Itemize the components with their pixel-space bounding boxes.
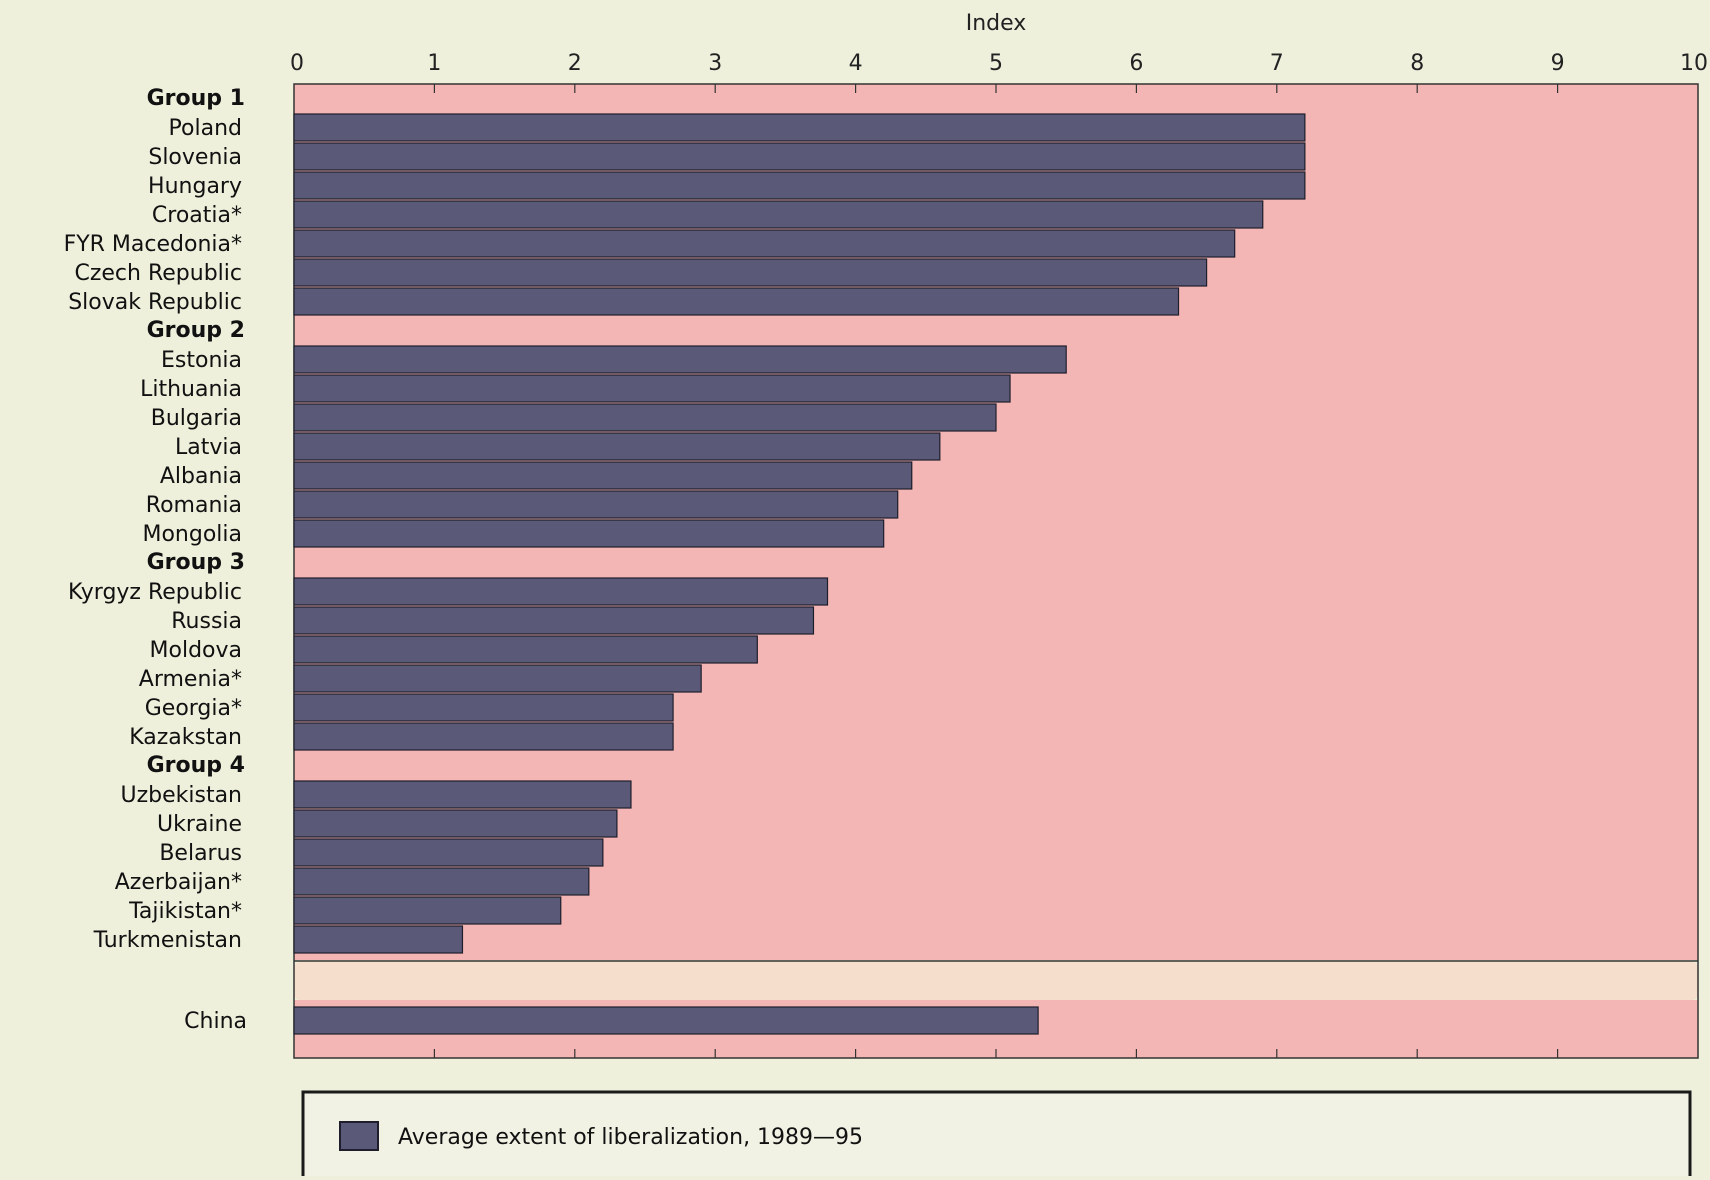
category-label-tajikistan: Tajikistan* [128,899,242,924]
bar-hungary [293,171,1306,200]
bar-uzbekistan [293,780,632,809]
bar-poland [293,113,1306,142]
bar-armenia [293,664,702,693]
category-label-china: China [184,1009,247,1034]
legend-swatch [339,1121,379,1151]
bar-moldova [293,635,758,664]
category-label-fyr-macedonia: FYR Macedonia* [64,232,242,257]
bar-kyrgyz-republic [293,577,829,606]
bar-tajikistan [293,896,562,925]
category-label-russia: Russia [171,609,242,634]
bars-layer [293,113,1306,1035]
bar-russia [293,606,815,635]
bar-china [293,1006,1039,1035]
group-header-group-2: Group 2 [147,318,245,343]
category-label-azerbaijan: Azerbaijan* [115,870,242,895]
x-tick-label: 7 [1270,51,1284,76]
group-header-group-1: Group 1 [147,86,245,111]
x-tick-label: 1 [427,51,441,76]
bar-lithuania [293,374,1011,403]
category-label-lithuania: Lithuania [140,377,242,402]
bar-romania [293,490,899,519]
x-tick-label: 2 [568,51,582,76]
bar-ukraine [293,809,618,838]
category-label-armenia: Armenia* [139,667,242,692]
axis-layer: Index 0 1 2 3 4 5 6 7 8 9 10 [290,11,1708,1058]
category-label-georgia: Georgia* [145,696,242,721]
x-tick-label: 5 [989,51,1003,76]
x-tick-label: 9 [1551,51,1565,76]
category-label-czech-republic: Czech Republic [74,261,242,286]
category-label-croatia: Croatia* [152,203,242,228]
bar-czech-republic [293,258,1208,287]
category-label-kazakstan: Kazakstan [129,725,242,750]
category-label-kyrgyz-republic: Kyrgyz Republic [68,580,242,605]
category-label-albania: Albania [160,464,242,489]
bar-fyr-macedonia [293,229,1236,258]
category-label-estonia: Estonia [161,348,242,373]
category-label-bulgaria: Bulgaria [151,406,242,431]
x-tick-label: 3 [708,51,722,76]
x-tick-label: 8 [1410,51,1424,76]
category-label-poland: Poland [169,116,242,141]
bar-albania [293,461,913,490]
bar-azerbaijan [293,867,590,896]
legend-layer: Average extent of liberalization, 1989—9… [301,1090,1692,1176]
legend-label: Average extent of liberalization, 1989—9… [398,1125,863,1150]
separator-band [294,962,1698,1000]
category-label-latvia: Latvia [175,435,242,460]
x-tick-label: 0 [290,51,304,76]
bar-belarus [293,838,604,867]
bar-georgia [293,693,674,722]
category-label-turkmenistan: Turkmenistan [93,928,242,953]
bar-turkmenistan [293,925,464,954]
category-label-romania: Romania [146,493,242,518]
bar-mongolia [293,519,885,548]
bar-estonia [293,345,1067,374]
group-header-group-3: Group 3 [147,550,245,575]
category-label-belarus: Belarus [159,841,242,866]
category-label-uzbekistan: Uzbekistan [120,783,242,808]
category-label-slovenia: Slovenia [148,145,242,170]
bar-bulgaria [293,403,997,432]
bar-croatia [293,200,1264,229]
bar-kazakstan [293,722,674,751]
legend-box [301,1090,1692,1176]
category-label-slovak-republic: Slovak Republic [68,290,242,315]
x-tick-label: 10 [1680,51,1708,76]
bar-slovak-republic [293,287,1180,316]
category-label-moldova: Moldova [150,638,242,663]
category-labels-layer: Group 1 Poland Slovenia Hungary Croatia* FYR … [64,86,247,1034]
x-tick-label: 4 [849,51,863,76]
category-label-hungary: Hungary [148,174,242,199]
x-axis-title: Index [966,11,1027,36]
bar-slovenia [293,142,1306,171]
x-tick-label: 6 [1129,51,1143,76]
category-label-ukraine: Ukraine [157,812,242,837]
bar-latvia [293,432,941,461]
group-header-group-4: Group 4 [147,753,245,778]
category-label-mongolia: Mongolia [142,522,242,547]
